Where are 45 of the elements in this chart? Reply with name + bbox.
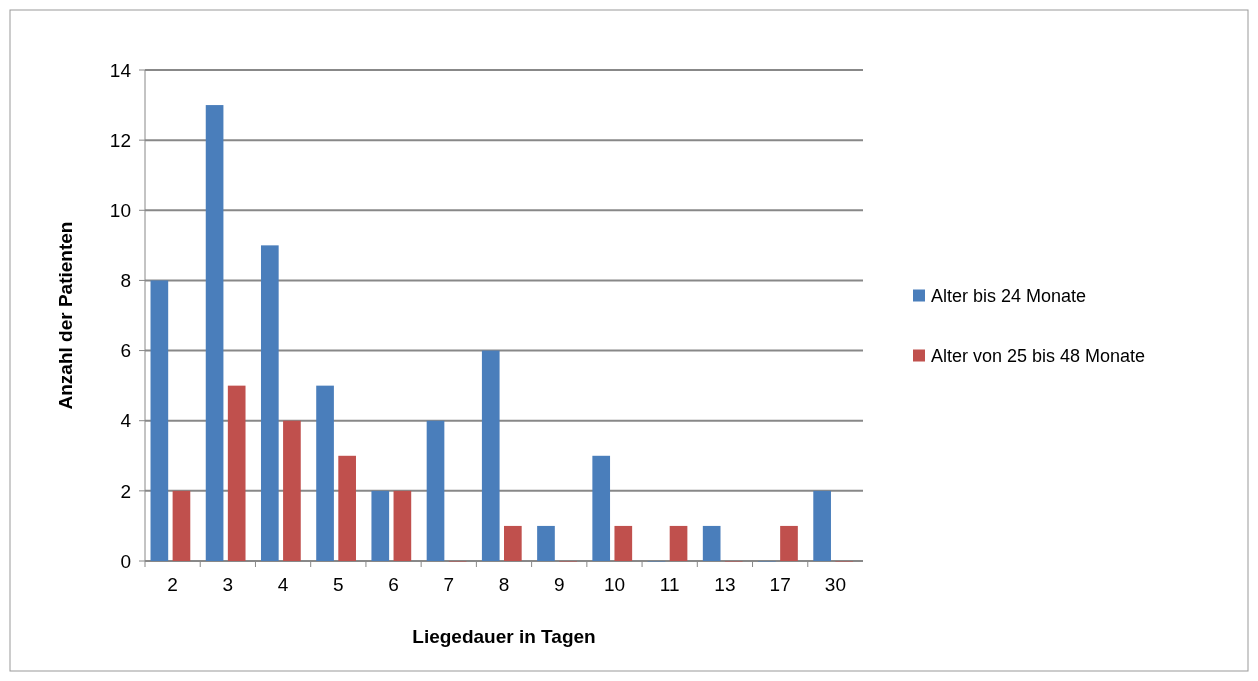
y-tick-label: 12 — [109, 129, 131, 151]
bar — [371, 490, 390, 561]
x-axis-title: Liegedauer in Tagen — [412, 626, 596, 647]
x-tick-label: 8 — [498, 574, 510, 595]
bar — [592, 455, 611, 561]
bar — [205, 105, 224, 561]
y-axis-title: Anzahl der Patienten — [55, 221, 76, 410]
y-tick-label: 6 — [120, 340, 131, 362]
bar — [260, 245, 279, 561]
y-tick-label: 14 — [109, 59, 132, 81]
x-tick-label: 30 — [824, 574, 846, 595]
bar — [426, 420, 445, 561]
legend-label: Alter bis 24 Monate — [931, 285, 1087, 306]
bar — [172, 490, 191, 561]
legend-label: Alter von 25 bis 48 Monate — [931, 345, 1146, 366]
bar — [338, 455, 356, 561]
x-tick-label: 13 — [714, 574, 736, 595]
y-tick-label: 10 — [109, 199, 131, 221]
x-tick-label: 2 — [167, 574, 178, 595]
x-tick-label: 10 — [603, 574, 626, 595]
y-tick-label: 2 — [120, 480, 131, 502]
bar — [227, 385, 246, 561]
bar — [669, 525, 688, 561]
y-tick-label: 8 — [120, 270, 131, 292]
bar — [504, 525, 522, 561]
bar — [150, 280, 169, 561]
y-tick-label: 4 — [120, 410, 132, 432]
bar — [316, 385, 334, 561]
x-tick-label: 6 — [388, 574, 399, 595]
bar — [813, 490, 831, 561]
x-tick-label: 3 — [222, 574, 234, 595]
x-tick-label: 11 — [659, 574, 680, 595]
bar — [283, 420, 301, 561]
bar — [614, 525, 633, 561]
bar — [481, 350, 500, 561]
x-tick-label: 7 — [443, 574, 455, 595]
y-tick-label: 0 — [120, 550, 131, 572]
bar — [702, 525, 721, 561]
x-tick-label: 17 — [769, 574, 791, 595]
bar — [780, 525, 798, 561]
x-tick-label: 4 — [277, 574, 289, 595]
bar — [393, 490, 412, 561]
x-tick-label: 9 — [553, 574, 565, 595]
bar — [537, 525, 555, 561]
x-tick-label: 5 — [333, 574, 344, 595]
